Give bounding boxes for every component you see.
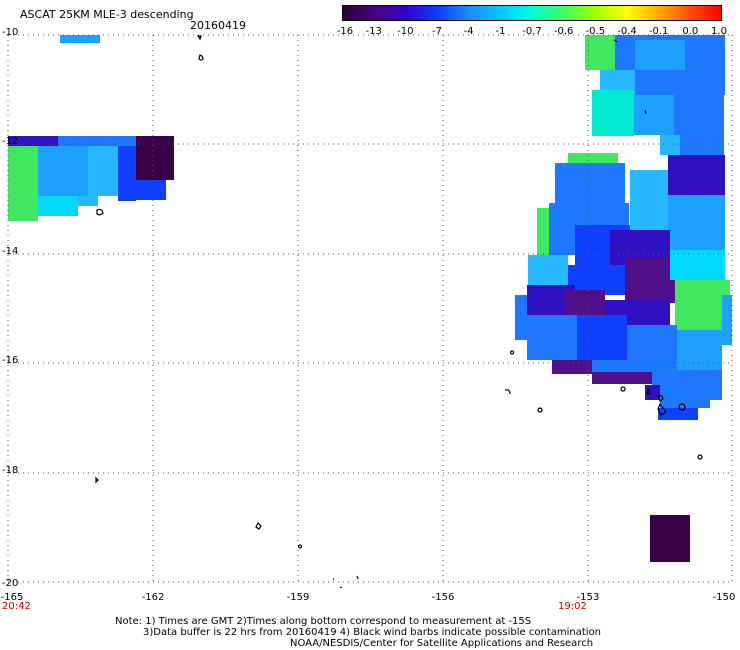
data-cell [625, 258, 675, 303]
data-cell [577, 315, 627, 360]
lat-label: -18 [2, 465, 19, 476]
data-cell [8, 136, 58, 146]
data-cell [650, 515, 690, 562]
chart-date: 20160419 [190, 19, 246, 32]
data-cell [592, 372, 652, 384]
lat-label: -12 [2, 136, 19, 147]
island-outline [504, 389, 511, 395]
island-outline [255, 521, 262, 530]
colorbar-tick-label: -0.5 [585, 26, 606, 37]
note-line: 3)Data buffer is 22 hrs from 20160419 4)… [143, 627, 601, 638]
data-cell [88, 146, 118, 196]
data-cell [515, 295, 527, 340]
colorbar-tick-label: -10 [397, 26, 414, 37]
note-line: Note: 1) Times are GMT 2)Times along bot… [115, 616, 532, 627]
data-cell [78, 196, 98, 206]
data-cell [60, 35, 100, 43]
time-label-right: 19:02 [558, 601, 587, 612]
lat-label: -16 [2, 355, 19, 366]
note-line: NOAA/NESDIS/Center for Satellite Applica… [290, 638, 594, 649]
colorbar-tick-label: -0.6 [553, 26, 574, 37]
data-cell [136, 180, 166, 200]
gridlines [7, 34, 733, 583]
data-cell [118, 146, 136, 201]
chart-title: ASCAT 25KM MLE-3 descending [20, 8, 194, 21]
data-cell [38, 146, 88, 196]
colorbar-tick-label: 1.0 [711, 26, 727, 37]
colorbar-tick-label: -1 [495, 26, 506, 37]
data-cell [136, 136, 174, 180]
lon-label: -156 [431, 592, 455, 603]
colorbar-tick-label: -0.7 [522, 26, 542, 37]
data-cell [58, 136, 136, 146]
lat-label: -14 [2, 246, 19, 257]
data-cell [537, 208, 549, 258]
data-cell [555, 163, 625, 203]
island-outline [198, 54, 204, 61]
data-cell [677, 330, 722, 370]
lon-label: -150 [712, 592, 736, 603]
island-outlines [95, 35, 703, 589]
island-outline [613, 39, 618, 43]
island-outline [657, 394, 664, 402]
island-outline [339, 586, 343, 589]
island-outline [356, 575, 359, 580]
data-cell [660, 400, 710, 408]
data-cell [658, 408, 698, 420]
data-cell [585, 35, 615, 70]
lon-label: -165 [0, 592, 24, 603]
island-outline [196, 35, 202, 41]
lon-label: -153 [576, 592, 600, 603]
island-outline [646, 387, 651, 395]
colorbar-tick-label: -0.4 [617, 26, 637, 37]
colorbar-tick-label: 0.0 [682, 26, 699, 37]
colorbar-tick-label: -16 [336, 26, 354, 37]
data-cell [8, 146, 38, 221]
island-outline [298, 544, 303, 549]
lon-label: -159 [286, 592, 310, 603]
data-field [8, 35, 732, 562]
data-cell [592, 90, 634, 136]
island-outline [657, 402, 667, 416]
data-cell [668, 195, 725, 250]
data-cell [568, 153, 618, 165]
data-cell [675, 280, 730, 330]
time-label-left: 20:42 [2, 601, 31, 612]
data-cell [552, 360, 592, 374]
island-outline [620, 386, 626, 392]
data-cell [670, 250, 725, 280]
island-outline [95, 476, 99, 484]
colorbar-tick-label: -13 [365, 26, 382, 37]
island-outline [644, 109, 647, 115]
colorbar-tick-label: -4 [463, 26, 474, 37]
data-cell [592, 360, 652, 372]
data-cell [38, 196, 78, 216]
data-cell [565, 290, 605, 315]
island-outline [697, 454, 703, 460]
lat-label: -20 [2, 578, 19, 589]
data-cell [527, 315, 577, 360]
data-cell [668, 155, 725, 195]
data-cell [660, 135, 680, 155]
island-outline [96, 208, 104, 216]
data-cell [674, 95, 724, 155]
lat-label: -10 [2, 27, 19, 38]
lon-label: -162 [141, 592, 165, 603]
data-cell [652, 370, 722, 400]
data-cell [630, 170, 670, 230]
island-outline [537, 407, 543, 413]
data-cell [634, 95, 674, 135]
data-cell [722, 295, 732, 345]
data-cell [528, 255, 568, 285]
island-outline [678, 403, 686, 411]
island-outline [510, 350, 515, 355]
colorbar [342, 5, 722, 21]
colorbar-tick-label: -7 [432, 26, 442, 37]
colorbar-tick-label: -0.1 [648, 26, 669, 37]
data-cell [635, 40, 685, 70]
